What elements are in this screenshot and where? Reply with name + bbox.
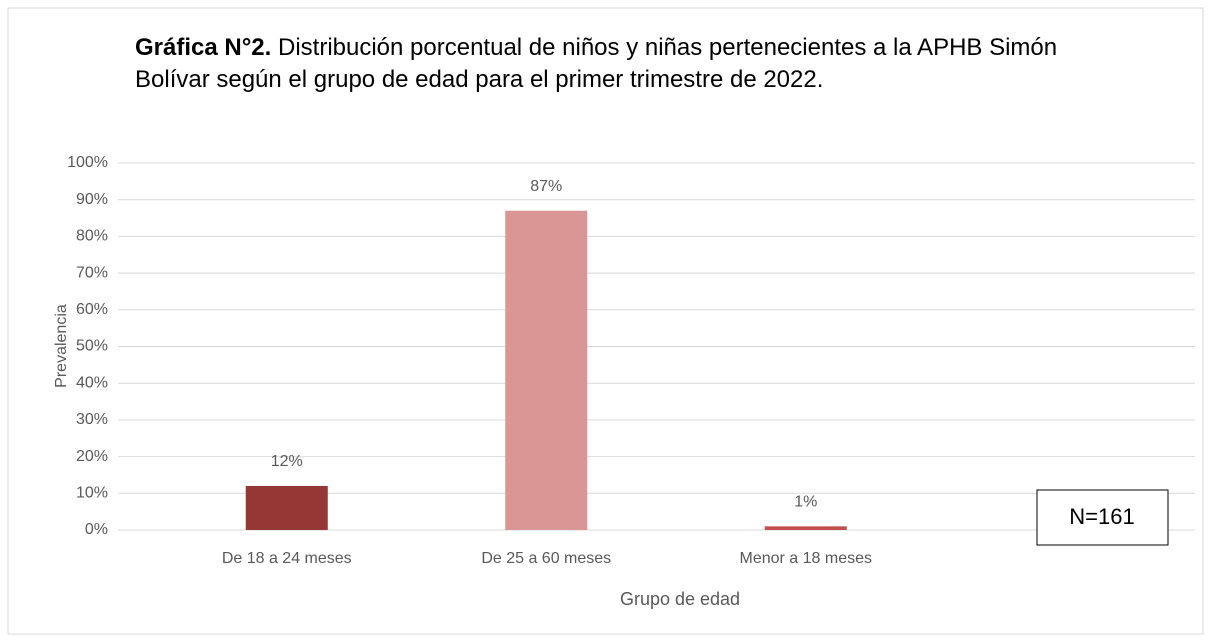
value-label: 87% <box>530 178 562 195</box>
y-tick-label: 20% <box>76 448 108 465</box>
title-text: Distribución porcentual de niños y niñas… <box>135 34 1058 93</box>
y-axis-label: Prevalencia <box>53 304 70 388</box>
y-tick-label: 40% <box>76 374 108 391</box>
y-tick-label: 60% <box>76 301 108 318</box>
annotation: N=161 <box>1069 504 1134 529</box>
y-tick-label: 10% <box>76 485 108 502</box>
bar <box>764 526 847 530</box>
bar <box>505 210 588 530</box>
x-tick-label: De 25 a 60 meses <box>481 550 611 567</box>
y-tick-label: 30% <box>76 411 108 428</box>
chart-title: Gráfica N°2. Distribución porcentual de … <box>135 32 1095 96</box>
y-tick-label: 0% <box>85 521 108 538</box>
x-axis-label: Grupo de edad <box>620 589 740 609</box>
chart-border <box>7 7 1204 635</box>
annotation-box <box>1036 489 1169 546</box>
title-lead: Gráfica N°2. <box>135 34 272 61</box>
x-tick-label: De 18 a 24 meses <box>222 550 352 567</box>
y-tick-label: 80% <box>76 228 108 245</box>
y-tick-label: 100% <box>67 154 108 171</box>
value-label: 12% <box>271 453 303 470</box>
bar <box>245 485 328 530</box>
y-tick-label: 70% <box>76 264 108 281</box>
y-tick-label: 90% <box>76 191 108 208</box>
y-tick-label: 50% <box>76 338 108 355</box>
x-tick-label: Menor a 18 meses <box>739 550 872 567</box>
value-label: 1% <box>794 494 817 511</box>
